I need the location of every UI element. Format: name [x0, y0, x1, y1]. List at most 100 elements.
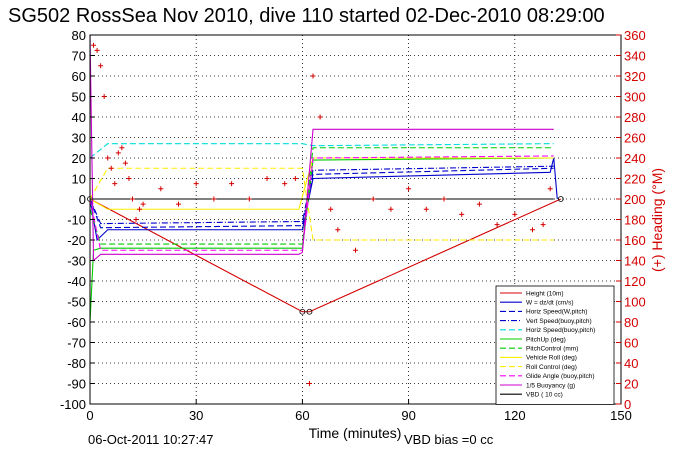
y2-tick-label: 20: [624, 377, 638, 392]
legend-label: Horiz Speed(W,pitch): [526, 309, 587, 316]
series-12-point: [441, 196, 447, 202]
series-12-point: [126, 176, 132, 181]
series-0-line: [89, 198, 562, 313]
series-12-point: [512, 211, 518, 217]
series-12-point: [211, 196, 217, 202]
series-12-point: [406, 186, 412, 192]
series-12-point: [353, 247, 358, 253]
series-12-point: [540, 222, 546, 228]
y2-tick-label: 240: [624, 151, 646, 166]
series-12-point: [264, 176, 270, 181]
y-tick-label: 80: [72, 28, 86, 43]
series-12-point: [246, 196, 252, 202]
series-12-point: [282, 181, 288, 187]
y-tick-label: 70: [72, 49, 86, 64]
x-axis: 0 30 60 90 120 150: [86, 399, 632, 423]
y2-tick-label: 120: [624, 274, 646, 289]
y-tick-label: -90: [67, 377, 86, 392]
vbd-bias-footer: VBD bias =0 cc: [404, 432, 494, 447]
timestamp-footer: 06-Oct-2011 10:27:47: [88, 432, 214, 447]
series-9-line: [89, 155, 554, 251]
x-tick-label: 150: [610, 408, 632, 423]
legend: Height (10m) W = dz/dt (cm/s) Horiz Speed(…: [495, 285, 615, 405]
series-1-line: [89, 157, 558, 242]
series-12-point: [423, 206, 429, 212]
series-12-point: [94, 47, 100, 53]
y2-tick-label: 280: [624, 110, 646, 125]
x-tick-label: 90: [401, 408, 415, 423]
y-tick-label: -70: [67, 336, 86, 351]
y2-tick-label: 320: [624, 69, 646, 84]
y-tick-label: -100: [60, 397, 86, 412]
series-12-point: [530, 227, 535, 233]
series-12-point: [193, 181, 199, 187]
y-tick-label: 10: [72, 172, 86, 187]
series-12-point: [115, 150, 121, 156]
series-6-line: [89, 147, 554, 245]
series-12-point: [229, 181, 235, 187]
y-axis-right: 0 20 40 60 80 100 120 140 160 180 200 220 240 260 280 3…: [616, 28, 646, 412]
series-12-point: [108, 165, 114, 171]
y2-tick-label: 60: [624, 336, 638, 351]
series-12-point: [129, 196, 135, 202]
series-12-point: [122, 160, 128, 166]
y2-tick-label: 340: [624, 49, 646, 64]
series-12-point: [317, 114, 323, 120]
y2-tick-label: 200: [624, 192, 646, 207]
series-12-point: [119, 145, 125, 151]
x-tick-label: 60: [295, 408, 309, 423]
series-0-point: [557, 196, 564, 202]
y-tick-label: 0: [79, 192, 86, 207]
x-axis-label: Time (minutes): [309, 425, 402, 441]
y-tick-label: -80: [67, 356, 86, 371]
series-0-point: [306, 308, 313, 315]
series-12-point: [306, 381, 312, 386]
x-tick-label: 30: [189, 408, 203, 423]
y2-tick-label: 160: [624, 233, 646, 248]
legend-label: VBD ( 10 cc): [526, 392, 563, 399]
series-12-point: [140, 201, 146, 207]
series-12-point: [459, 211, 465, 217]
y2-tick-label: 40: [624, 356, 638, 371]
legend-label: PitchControl (mm): [526, 346, 578, 353]
legend-label: Horiz Speed(buoy,pitch): [526, 327, 595, 334]
series-layer: [87, 34, 564, 386]
series-4-line: [89, 143, 554, 159]
series-2-line: [89, 167, 554, 229]
series-12-point: [105, 155, 111, 161]
x-tick-label: 120: [504, 408, 526, 423]
y-tick-label: -10: [67, 213, 86, 228]
series-12-point: [547, 186, 553, 192]
legend-label: Vehicle Roll (deg): [526, 355, 577, 362]
y2-tick-label: 180: [624, 213, 646, 228]
y-tick-label: -30: [67, 254, 86, 269]
series-12-point: [292, 176, 298, 181]
legend-label: PitchUp (deg): [526, 336, 566, 343]
series-12-point: [137, 206, 143, 212]
series-12-point: [101, 94, 107, 99]
y2-tick-label: 300: [624, 90, 646, 105]
series-8-line: [89, 167, 554, 241]
series-12-point: [133, 217, 139, 222]
y2-tick-label: 0: [624, 397, 631, 412]
y2-tick-label: 260: [624, 131, 646, 146]
y-tick-label: -40: [67, 274, 86, 289]
series-12-point: [176, 201, 181, 207]
series-12-point: [388, 206, 394, 212]
series-12-point: [494, 222, 500, 228]
y-tick-label: 50: [72, 90, 86, 105]
y-tick-label: -20: [67, 233, 86, 248]
y-tick-label: 40: [72, 110, 86, 125]
legend-label: 1/5 Buoyancy (g): [526, 382, 575, 389]
series-12-point: [476, 201, 482, 207]
right-axis-label: (+) Heading (°M): [649, 168, 665, 272]
y-axis-left: -100-90-80-70-60-50-40-30-20-10010203040…: [60, 28, 95, 412]
legend-label: Roll Control (deg): [526, 364, 577, 371]
y2-tick-label: 360: [624, 28, 646, 43]
series-12-point: [310, 73, 316, 79]
series-12-point: [328, 206, 334, 212]
chart-title: SG502 RossSea Nov 2010, dive 110 started…: [8, 5, 605, 27]
y-tick-label: 30: [72, 131, 86, 146]
y-tick-label: -60: [67, 315, 86, 330]
